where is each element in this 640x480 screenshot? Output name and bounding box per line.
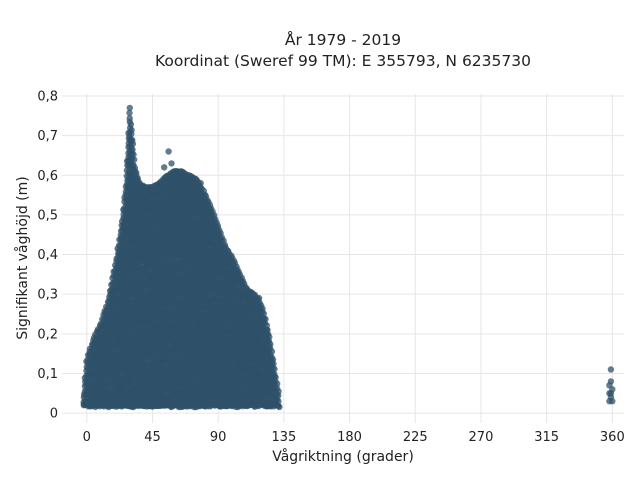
data-point [126, 115, 133, 122]
grid-lines [62, 94, 624, 423]
data-point [127, 121, 135, 128]
data-point [128, 127, 135, 134]
data-point [131, 156, 138, 163]
data-points [80, 104, 616, 411]
data-point [129, 137, 136, 144]
data-point [126, 109, 133, 117]
data-point [129, 146, 136, 153]
data-point [126, 104, 133, 112]
data-point [130, 151, 137, 158]
